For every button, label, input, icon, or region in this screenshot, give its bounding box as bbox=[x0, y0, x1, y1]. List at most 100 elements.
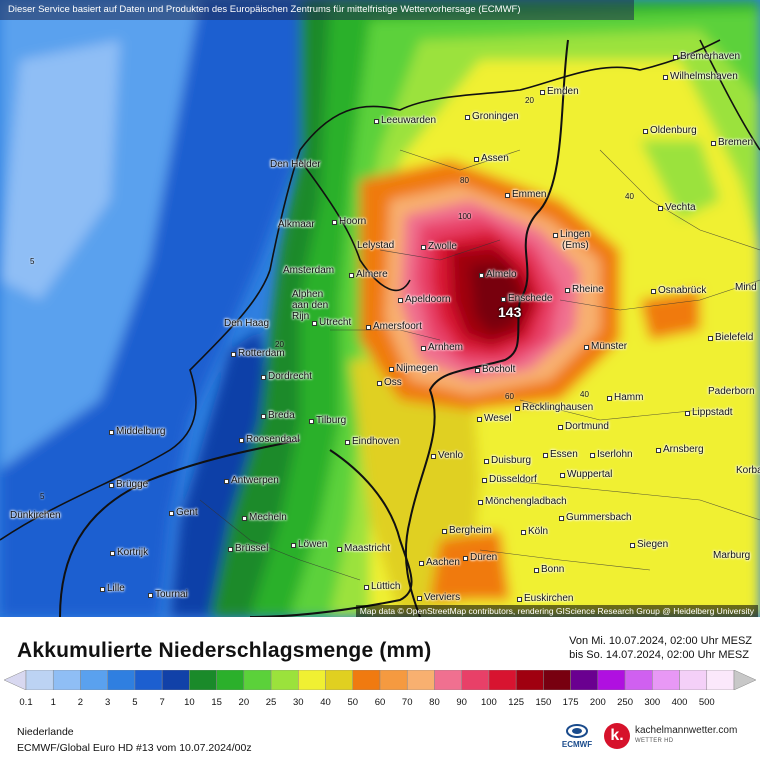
precipitation-map: Dieser Service basiert auf Daten und Pro… bbox=[0, 0, 760, 617]
city-label: Köln bbox=[520, 526, 549, 537]
legend-tick-label: 20 bbox=[238, 697, 250, 708]
city-label: Assen bbox=[474, 153, 509, 164]
city-label: Mönchengladbach bbox=[478, 496, 567, 507]
city-label: Enschede bbox=[500, 293, 553, 304]
isoline-label: 5 bbox=[30, 257, 35, 266]
legend-swatch bbox=[652, 670, 680, 690]
legend-tick-label: 50 bbox=[347, 697, 359, 708]
model-info: ECMWF/Global Euro HD #13 vom 10.07.2024/… bbox=[17, 742, 252, 754]
legend-swatch bbox=[597, 670, 626, 690]
city-label: Dünkirchen bbox=[10, 510, 61, 521]
city-label: Essen bbox=[543, 449, 578, 460]
map-attribution: Map data © OpenStreetMap contributors, r… bbox=[355, 605, 758, 617]
legend-swatch bbox=[624, 670, 653, 690]
legend-ticks: 0.1 1 2 3 5 7 10 15 20 25 30 40 50 60 70 80 90 100 125 150 1… bbox=[0, 697, 760, 709]
city-label: Rheine bbox=[565, 284, 604, 295]
city-label: Mind bbox=[735, 282, 757, 293]
legend-tick-label: 150 bbox=[535, 697, 552, 708]
city-label: Wilhelmshaven bbox=[663, 71, 738, 82]
city-label: Verviers bbox=[416, 592, 461, 603]
legend-swatch bbox=[679, 670, 708, 690]
city-label: Osnabrück bbox=[650, 285, 707, 296]
legend-tick-label: 1 bbox=[50, 697, 56, 708]
legend-tick-label: 80 bbox=[429, 697, 440, 708]
legend-swatch bbox=[515, 670, 544, 690]
city-label: Alphen bbox=[292, 289, 324, 300]
city-label: Dordrecht bbox=[261, 371, 312, 382]
legend-tick-label: 90 bbox=[456, 697, 467, 708]
city-label: Roosendaal bbox=[238, 434, 300, 445]
legend-swatch bbox=[216, 670, 245, 690]
city-label: Lille bbox=[100, 583, 125, 594]
ecmwf-disclaimer: Dieser Service basiert auf Daten und Pro… bbox=[0, 0, 634, 20]
legend-tick-label: 175 bbox=[562, 697, 579, 708]
city-label: Tournai bbox=[148, 589, 188, 600]
isoline-label: 20 bbox=[525, 96, 534, 105]
city-label: Zwolle bbox=[421, 241, 457, 252]
city-label: Duisburg bbox=[483, 455, 532, 466]
legend-tick-label: 7 bbox=[159, 697, 165, 708]
legend-tick-label: 300 bbox=[644, 697, 661, 708]
city-label: Löwen bbox=[290, 539, 328, 550]
city-label: Apeldoorn bbox=[398, 294, 451, 305]
legend-swatch bbox=[325, 670, 354, 690]
city-label: Antwerpen bbox=[224, 475, 279, 486]
legend-tick-label: 0.1 bbox=[19, 697, 33, 708]
city-label: Middelburg bbox=[108, 426, 166, 437]
isoline-label: 40 bbox=[580, 390, 589, 399]
period-to: bis So. 14.07.2024, 02:00 Uhr MESZ bbox=[569, 649, 749, 661]
city-label: Tilburg bbox=[308, 415, 347, 426]
isoline-label: 100 bbox=[458, 212, 472, 221]
legend-tick-label: 400 bbox=[671, 697, 688, 708]
legend-tick-label: 500 bbox=[698, 697, 715, 708]
legend-swatch bbox=[570, 670, 599, 690]
city-label: Brüssel bbox=[227, 543, 269, 554]
city-label: Eindhoven bbox=[344, 436, 400, 447]
city-label: Emden bbox=[540, 86, 579, 97]
city-label: Venlo bbox=[430, 450, 464, 461]
ecmwf-logo-text: ECMWF bbox=[561, 740, 593, 749]
city-label: Alkmaar bbox=[278, 219, 315, 230]
period-from: Von Mi. 10.07.2024, 02:00 Uhr MESZ bbox=[569, 635, 752, 647]
city-label: Bielefeld bbox=[707, 332, 754, 343]
legend-swatch bbox=[488, 670, 517, 690]
kachelmann-k-icon: k. bbox=[604, 723, 630, 749]
city-label: Lippstadt bbox=[685, 407, 733, 418]
city-label: Maastricht bbox=[336, 543, 391, 554]
ecmwf-icon bbox=[566, 724, 588, 738]
ecmwf-logo: ECMWF bbox=[557, 724, 597, 749]
legend-swatch bbox=[134, 670, 163, 690]
legend-tick-label: 125 bbox=[508, 697, 525, 708]
city-label: Marburg bbox=[713, 550, 751, 561]
legend-swatch bbox=[270, 670, 299, 690]
city-label: Siegen bbox=[629, 539, 669, 550]
legend-swatch bbox=[352, 670, 381, 690]
legend-tick-label: 25 bbox=[265, 697, 277, 708]
legend-tick-label: 100 bbox=[480, 697, 497, 708]
isoline-label: 5 bbox=[40, 492, 45, 501]
city-label: Oss bbox=[377, 377, 402, 388]
city-label: Almelo bbox=[479, 269, 517, 280]
legend-tick-label: 3 bbox=[105, 697, 111, 708]
city-label: Hoorn bbox=[331, 216, 367, 227]
city-label: Oldenburg bbox=[643, 125, 697, 136]
city-label: Emmen bbox=[504, 189, 547, 200]
city-label: Gent bbox=[169, 507, 198, 518]
legend-tick-label: 250 bbox=[617, 697, 633, 708]
city-label: Groningen bbox=[465, 111, 519, 122]
legend-swatch bbox=[298, 670, 326, 690]
city-label: Vechta bbox=[658, 202, 696, 213]
city-label: Amersfoort bbox=[366, 321, 422, 332]
city-label: Den Haag bbox=[224, 318, 270, 329]
legend-tick-label: 40 bbox=[320, 697, 331, 708]
city-label: Bocholt bbox=[474, 364, 516, 375]
max-precip-value: 143 bbox=[498, 304, 522, 320]
legend-swatch bbox=[406, 670, 435, 690]
city-label: (Ems) bbox=[562, 240, 589, 251]
forecast-period: Von Mi. 10.07.2024, 02:00 Uhr MESZ bis S… bbox=[569, 634, 752, 662]
map-title: Akkumulierte Niederschlagsmenge (mm) bbox=[17, 639, 432, 662]
city-label: Utrecht bbox=[311, 317, 352, 328]
kachelmann-logo: k. kachelmannwetter.com WETTER HD bbox=[604, 723, 754, 753]
legend-tick-label: 15 bbox=[211, 697, 222, 708]
city-label: Lelystad bbox=[357, 240, 395, 251]
